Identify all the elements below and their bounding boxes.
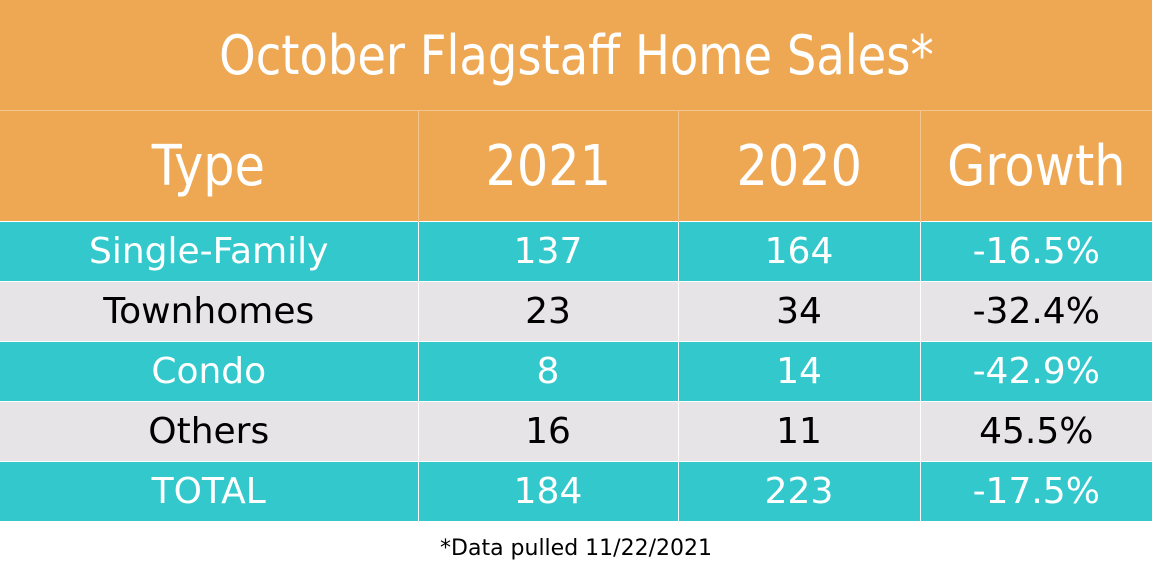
- table-title: October Flagstaff Home Sales*: [218, 23, 934, 87]
- column-header-2020-label: 2020: [736, 133, 862, 199]
- cell-2020: 34: [677, 281, 920, 342]
- table-row-total: TOTAL 184 223 -17.5%: [0, 461, 1152, 521]
- cell-growth: 45.5%: [919, 401, 1152, 462]
- cell-2021: 23: [417, 281, 678, 342]
- table-row: Single-Family 137 164 -16.5%: [0, 221, 1152, 282]
- column-header-type-label: Type: [152, 133, 266, 199]
- table-row: Others 16 11 45.5%: [0, 401, 1152, 462]
- cell-type: Single-Family: [0, 221, 418, 282]
- cell-type: TOTAL: [0, 461, 418, 521]
- cell-growth: -16.5%: [919, 221, 1152, 282]
- cell-2021: 8: [417, 341, 678, 402]
- column-header-2021: 2021: [417, 110, 678, 222]
- cell-2020: 223: [677, 461, 920, 521]
- cell-growth: -32.4%: [919, 281, 1152, 342]
- table-title-bar: October Flagstaff Home Sales*: [0, 0, 1152, 110]
- cell-2021: 184: [417, 461, 678, 521]
- cell-growth: -42.9%: [919, 341, 1152, 402]
- cell-type: Condo: [0, 341, 418, 402]
- cell-type: Others: [0, 401, 418, 462]
- column-header-2021-label: 2021: [485, 133, 611, 199]
- column-header-growth-label: Growth: [947, 133, 1126, 199]
- cell-2021: 16: [417, 401, 678, 462]
- cell-2020: 11: [677, 401, 920, 462]
- cell-2020: 14: [677, 341, 920, 402]
- cell-2020: 164: [677, 221, 920, 282]
- header-row: Type 2021 2020 Growth: [0, 110, 1152, 222]
- column-header-type: Type: [0, 110, 418, 222]
- cell-growth: -17.5%: [919, 461, 1152, 521]
- column-header-growth: Growth: [919, 110, 1152, 222]
- column-header-2020: 2020: [677, 110, 920, 222]
- table-row: Townhomes 23 34 -32.4%: [0, 281, 1152, 342]
- cell-type: Townhomes: [0, 281, 418, 342]
- table-row: Condo 8 14 -42.9%: [0, 341, 1152, 402]
- footnote: *Data pulled 11/22/2021: [440, 536, 712, 561]
- cell-2021: 137: [417, 221, 678, 282]
- home-sales-table: Type 2021 2020 Growth Single-Family 137 …: [0, 110, 1152, 521]
